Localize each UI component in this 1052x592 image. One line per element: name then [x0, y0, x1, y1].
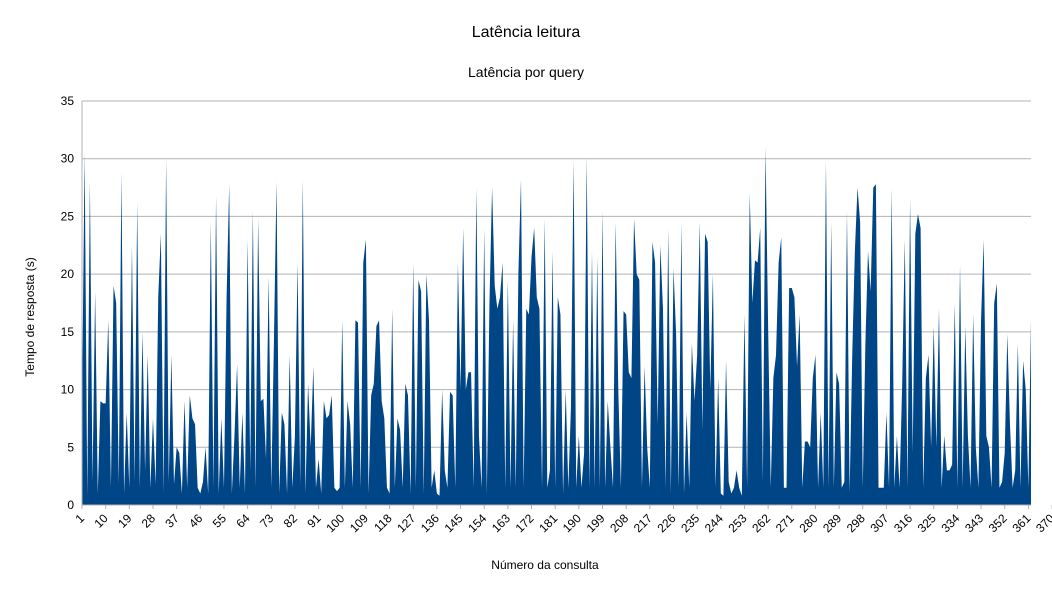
y-axis-tick-labels: 0 5 10 15 20 25 30 35: [61, 94, 75, 512]
x-tick-label: 190: [560, 511, 584, 535]
y-tick-label: 10: [61, 383, 75, 397]
x-tick-label: 181: [536, 511, 560, 535]
y-tick-label: 25: [61, 209, 75, 223]
x-tick-label: 307: [867, 511, 891, 535]
x-tick-label: 91: [304, 511, 324, 531]
x-tick-label: 298: [844, 511, 868, 535]
y-tick-label: 15: [61, 325, 75, 339]
chart-subtitle: Latência por query: [468, 64, 584, 80]
y-tick-label: 35: [61, 94, 75, 108]
x-tick-label: 343: [962, 511, 986, 535]
x-tick-label: 280: [796, 511, 820, 535]
x-tick-label: 109: [347, 511, 371, 535]
x-tick-label: 100: [323, 511, 347, 535]
x-tick-label: 172: [513, 511, 537, 535]
x-tick-label: 235: [678, 511, 702, 535]
x-axis-tick-labels: 1 10 19 28 37 46 55 64 73 82 91 100 109 118 127 136 145 1…: [72, 511, 1052, 535]
x-tick-label: 352: [986, 511, 1010, 535]
x-tick-label: 217: [631, 511, 655, 535]
x-tick-label: 262: [749, 511, 773, 535]
x-tick-label: 199: [584, 511, 608, 535]
x-tick-label: 226: [655, 511, 679, 535]
x-tick-label: 118: [371, 511, 395, 535]
x-tick-label: 253: [726, 511, 750, 535]
chart-title: Latência leitura: [472, 24, 581, 41]
y-axis-title: Tempo de resposta (s): [23, 257, 37, 376]
x-tick-label: 361: [1009, 511, 1033, 535]
plot-area: [82, 147, 1031, 506]
y-tick-label: 5: [67, 440, 74, 454]
x-tick-label: 244: [702, 511, 726, 535]
x-tick-label: 55: [210, 511, 230, 531]
x-axis-title: Número da consulta: [491, 558, 599, 572]
x-tick-label: 208: [607, 511, 631, 535]
x-tick-label: 19: [115, 511, 135, 531]
x-tick-label: 73: [257, 511, 277, 531]
x-tick-label: 46: [186, 511, 206, 531]
x-tick-label: 82: [281, 511, 301, 531]
x-tick-label: 127: [394, 511, 418, 535]
x-tick-label: 325: [915, 511, 939, 535]
x-tick-label: 1: [72, 511, 87, 526]
x-tick-label: 154: [465, 511, 489, 535]
series-area: [82, 147, 1031, 506]
x-tick-label: 316: [891, 511, 915, 535]
x-tick-label: 145: [442, 511, 466, 535]
y-tick-label: 20: [61, 267, 75, 281]
x-tick-label: 28: [139, 511, 159, 531]
x-tick-label: 64: [233, 511, 253, 531]
x-tick-label: 370: [1033, 511, 1052, 535]
x-tick-label: 37: [162, 511, 182, 531]
x-tick-label: 163: [489, 511, 513, 535]
x-tick-label: 271: [773, 511, 797, 535]
x-tick-label: 289: [820, 511, 844, 535]
grid-lines: [82, 100, 1031, 506]
x-tick-label: 136: [418, 511, 442, 535]
y-tick-label: 0: [67, 498, 74, 512]
x-tick-label: 334: [938, 511, 962, 535]
axes: [81, 101, 1052, 509]
y-tick-label: 30: [61, 152, 75, 166]
x-tick-label: 10: [91, 511, 111, 531]
